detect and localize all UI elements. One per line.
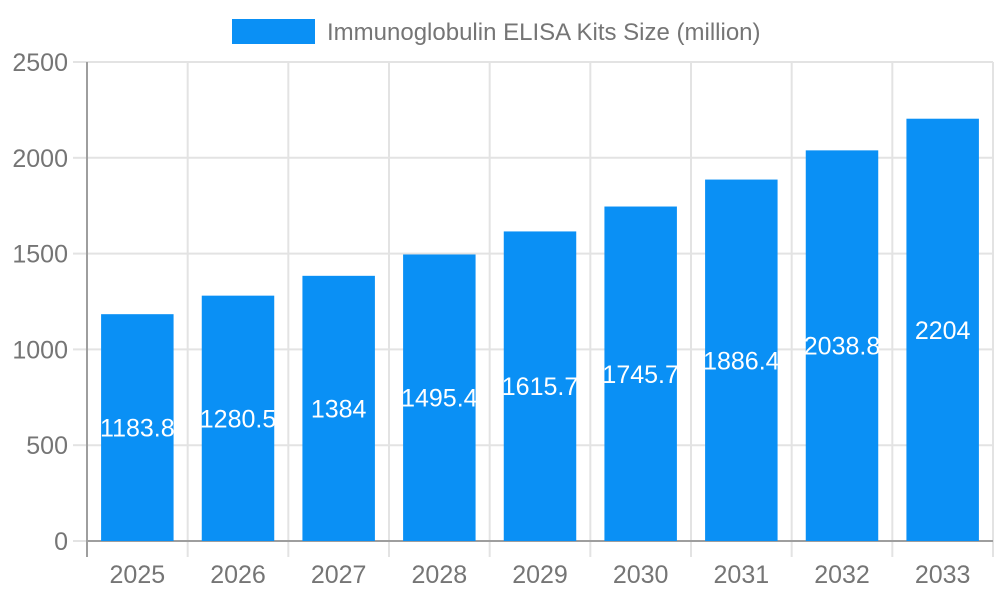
y-tick-label: 2000 <box>12 145 68 173</box>
x-tick-label: 2027 <box>311 561 367 589</box>
x-tick-label: 2028 <box>412 561 468 589</box>
bar-value-label: 1183.8 <box>100 415 175 443</box>
bar[interactable] <box>302 275 375 541</box>
y-tick-label: 1000 <box>12 336 68 364</box>
bar-value-label: 1615.7 <box>502 373 578 401</box>
y-tick-label: 2500 <box>12 49 68 77</box>
bar[interactable] <box>201 295 275 541</box>
legend: Immunoglobulin ELISA Kits Size (million) <box>232 19 761 46</box>
y-tick-label: 0 <box>54 528 68 556</box>
y-tick-label: 1500 <box>12 241 68 269</box>
x-tick-label: 2030 <box>613 561 669 589</box>
bar[interactable] <box>705 179 778 541</box>
x-tick-label: 2025 <box>110 561 166 589</box>
bar[interactable] <box>403 254 476 541</box>
x-tick-label: 2026 <box>210 561 266 589</box>
bar-value-label: 2204 <box>915 317 971 345</box>
bars: 1183.8 1280.5 1384 1495.4 1615.7 1745.7 1886.4… <box>100 118 979 542</box>
bar-value-label: 1886.4 <box>703 347 780 375</box>
bar-value-label: 1745.7 <box>602 361 678 389</box>
legend-label: Immunoglobulin ELISA Kits Size (million) <box>327 19 761 46</box>
x-tick-label: 2033 <box>915 561 971 589</box>
legend-swatch <box>232 19 315 44</box>
bar-value-label: 1280.5 <box>200 405 276 433</box>
y-tick-label: 500 <box>26 432 68 460</box>
bar-value-label: 1495.4 <box>401 385 478 413</box>
bar-value-label: 2038.8 <box>804 333 880 361</box>
bar[interactable] <box>101 314 174 541</box>
bar[interactable] <box>604 206 677 542</box>
x-tick-label: 2031 <box>714 561 770 589</box>
bar[interactable] <box>503 231 577 541</box>
x-tick-label: 2032 <box>814 561 870 589</box>
bar[interactable] <box>805 150 879 542</box>
bar-value-label: 1384 <box>311 395 367 423</box>
bar[interactable] <box>906 118 979 542</box>
axis-labels: 0 500 1000 1500 2000 2500 2025 2026 2027 2028 2029… <box>12 49 970 589</box>
x-tick-label: 2029 <box>512 561 568 589</box>
